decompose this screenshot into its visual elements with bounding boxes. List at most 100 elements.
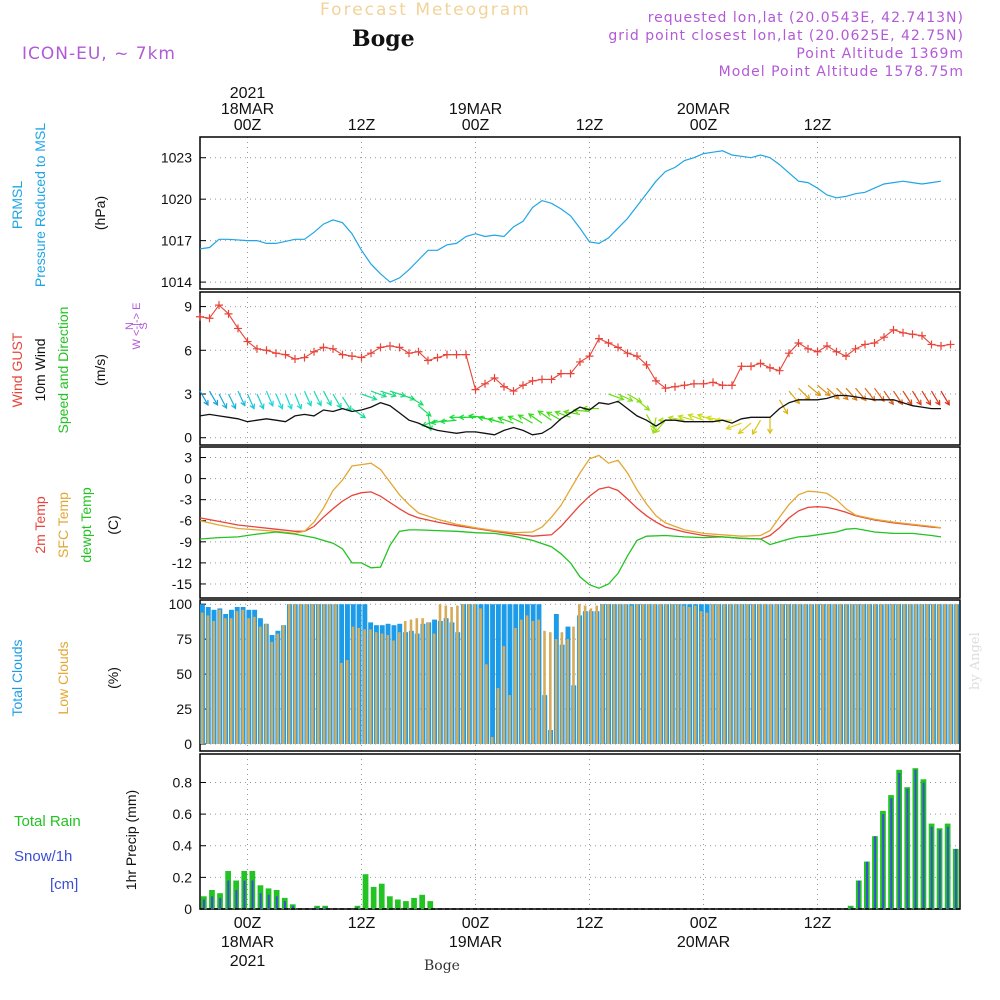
wind-vector <box>726 422 742 430</box>
snow-bar <box>946 826 949 909</box>
low-cloud-bar <box>380 633 384 745</box>
requested-coords: requested lon,lat (20.0543E, 42.7413N) <box>647 10 964 26</box>
low-cloud-bar <box>444 605 448 744</box>
wind-vector-head <box>897 399 904 406</box>
snow-bar <box>356 907 359 909</box>
gust-marker <box>319 343 328 352</box>
wind-vector-head <box>458 414 465 421</box>
wind-vector <box>751 419 762 435</box>
gust-marker <box>452 350 461 359</box>
gust-marker <box>205 314 214 323</box>
gust-marker <box>215 301 223 310</box>
gust-marker <box>272 349 280 358</box>
wind-vector-head <box>925 399 932 406</box>
wind-vector <box>883 390 894 405</box>
direction-legend-n: N <box>124 322 136 330</box>
wind-vector-head <box>654 427 661 434</box>
low-cloud-bar <box>508 695 511 744</box>
wind-vector-head <box>287 403 293 410</box>
gust-marker <box>623 349 632 358</box>
snow-bar <box>219 897 222 909</box>
wind-vector <box>284 393 293 410</box>
wind-vector <box>807 384 821 397</box>
low-cloud-bar <box>763 604 767 744</box>
y-tick-label: 1023 <box>161 150 192 166</box>
low-cloud-bar <box>549 632 552 745</box>
gust-marker <box>291 355 299 364</box>
low-cloud-bar <box>293 604 297 744</box>
wind-vector <box>538 410 552 421</box>
gust-marker <box>785 349 793 358</box>
wind-vector-head <box>627 396 634 402</box>
wind-vector-head <box>448 414 455 421</box>
y-tick-label: 1017 <box>161 233 192 249</box>
total-cloud-bar <box>495 604 501 744</box>
snow-bar <box>849 907 852 909</box>
time-label-bottom: 00Z <box>690 915 718 932</box>
wind-vector <box>341 396 352 411</box>
low-cloud-bar <box>479 608 482 744</box>
wind-vector-head <box>618 395 625 401</box>
low-cloud-bar <box>351 626 355 744</box>
low-cloud-bar <box>786 604 790 744</box>
time-label-top: 12Z <box>348 117 376 134</box>
low-cloud-bar <box>473 604 477 744</box>
wind-vector-head <box>725 424 732 430</box>
low-cloud-bar <box>421 618 424 744</box>
wind-vector <box>940 390 950 406</box>
wind-vector <box>440 419 457 423</box>
gust-marker <box>604 339 613 347</box>
snow-bar <box>316 907 319 909</box>
snow-bar <box>914 769 917 909</box>
precip-label: 1hr Precip (mm) <box>123 790 139 890</box>
time-label-top: 00Z <box>462 117 490 134</box>
low-cloud-bar <box>398 632 401 745</box>
low-cloud-bar <box>711 604 714 744</box>
low-cloud-bar <box>572 626 575 744</box>
snow-bar <box>938 829 941 909</box>
low-cloud-bar <box>369 629 372 744</box>
y-tick-label: 0.4 <box>173 838 193 854</box>
wind-vector-head <box>705 415 712 422</box>
wind-vector <box>617 393 633 402</box>
gust-marker <box>737 362 746 371</box>
wind-vector <box>636 399 650 411</box>
low-cloud-bar <box>618 604 622 744</box>
y-tick-label: 0 <box>184 471 192 487</box>
time-label-bottom: 00Z <box>234 915 262 932</box>
wind-vector <box>332 393 342 409</box>
low-cloud-bar <box>403 621 407 744</box>
low-cloud-bar <box>839 604 842 744</box>
wind-vector <box>902 390 913 405</box>
low-cloud-bar <box>316 604 320 744</box>
y-tick-label: 100 <box>169 596 193 612</box>
wind-vector-head <box>696 413 703 419</box>
low-cloud-bar <box>467 604 471 744</box>
snow-bar <box>882 814 885 909</box>
rain-bar <box>387 896 393 909</box>
time-label-bottom: 12Z <box>348 915 376 932</box>
gust-marker <box>908 330 917 339</box>
y-tick-label: -9 <box>180 534 193 550</box>
gust-marker <box>196 312 204 321</box>
wind-vector <box>488 418 505 424</box>
gust-marker <box>889 325 898 334</box>
wind-vector <box>313 390 322 406</box>
wind-vector <box>408 396 424 406</box>
low-cloud-bar <box>224 618 227 744</box>
low-cloud-bar <box>804 604 807 744</box>
gust-marker <box>851 344 860 353</box>
wind-vector <box>930 390 941 406</box>
y-tick-label: 0.8 <box>173 774 193 790</box>
gust-marker <box>918 331 926 340</box>
low-cloud-bar <box>305 604 308 744</box>
wind-vector <box>256 393 265 409</box>
snow-bar <box>874 836 877 909</box>
temp-label-1: 2m Temp <box>32 496 48 554</box>
gust-marker <box>747 362 755 371</box>
gust-marker <box>348 352 356 361</box>
wind-vector-head <box>636 397 643 403</box>
wind-vector-head <box>277 403 284 410</box>
low-cloud-bar <box>485 664 488 744</box>
